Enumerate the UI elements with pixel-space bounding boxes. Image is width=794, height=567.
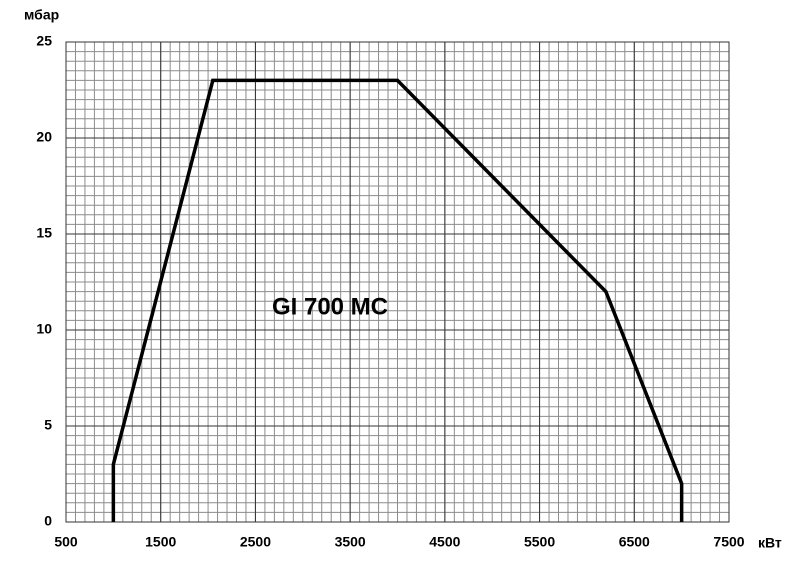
y-tick-label: 10 bbox=[36, 321, 52, 337]
y-axis-label: мбар bbox=[24, 7, 59, 23]
x-tick-label: 4500 bbox=[429, 534, 460, 550]
x-tick-label: 3500 bbox=[335, 534, 366, 550]
y-tick-label: 5 bbox=[44, 417, 52, 433]
x-tick-label: 500 bbox=[54, 534, 78, 550]
plot-frame bbox=[65, 41, 730, 523]
y-tick-label: 15 bbox=[36, 225, 52, 241]
annotation: GI 700 MC bbox=[272, 293, 388, 320]
x-tick-label: 7500 bbox=[713, 534, 744, 550]
x-tick-label: 5500 bbox=[524, 534, 555, 550]
y-tick-label: 0 bbox=[44, 513, 52, 529]
x-tick-label: 6500 bbox=[619, 534, 650, 550]
grid bbox=[65, 41, 730, 523]
y-tick-label: 25 bbox=[36, 33, 52, 49]
x-axis-label: кВт bbox=[758, 535, 782, 551]
data-line bbox=[111, 78, 684, 522]
y-tick-label: 20 bbox=[36, 129, 52, 145]
x-tick-label: 1500 bbox=[145, 534, 176, 550]
x-tick-label: 2500 bbox=[240, 534, 271, 550]
